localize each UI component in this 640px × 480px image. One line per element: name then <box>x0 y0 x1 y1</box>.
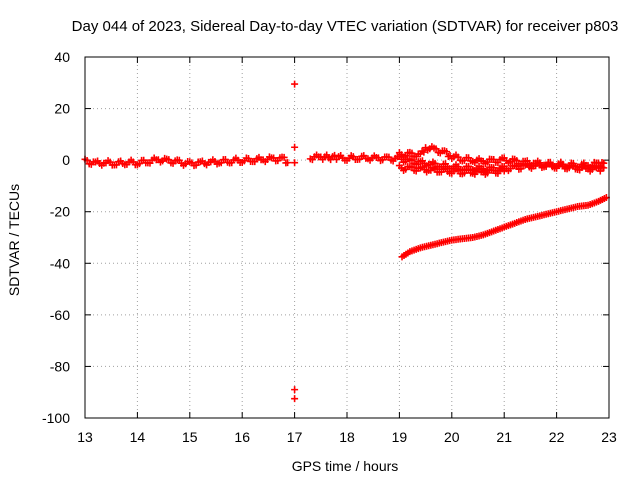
grid-lines <box>85 57 609 418</box>
data-point <box>331 151 339 159</box>
x-tick-label: 14 <box>130 429 146 445</box>
data-point <box>291 386 299 394</box>
chart-title: Day 044 of 2023, Sidereal Day-to-day VTE… <box>72 18 619 35</box>
data-point <box>284 159 292 167</box>
y-axis-label: SDTVAR / TECUs <box>6 184 22 296</box>
y-tick-label: -20 <box>50 204 70 220</box>
y-tick-label: 20 <box>54 101 70 117</box>
x-tick-label: 16 <box>234 429 250 445</box>
x-tick-label: 19 <box>392 429 408 445</box>
y-tick-label: 40 <box>54 49 70 65</box>
data-point <box>291 143 299 151</box>
tick-labels: 13 14 15 16 17 18 19 20 21 22 23 40 20 0 -20 -40 -60 -80 -… <box>42 49 617 445</box>
y-tick-label: 0 <box>62 152 70 168</box>
x-tick-label: 18 <box>339 429 355 445</box>
x-axis-label: GPS time / hours <box>292 458 399 474</box>
data-point <box>420 148 428 156</box>
y-tick-label: -40 <box>50 255 70 271</box>
series-lower-band <box>395 162 508 178</box>
data-point <box>291 80 299 88</box>
data-point <box>280 153 288 161</box>
x-tick-label: 13 <box>77 429 93 445</box>
x-tick-label: 20 <box>444 429 460 445</box>
data-points <box>81 80 610 403</box>
y-tick-label: -80 <box>50 358 70 374</box>
series-descending-trend <box>398 194 610 261</box>
x-tick-label: 22 <box>549 429 565 445</box>
y-tick-label: -60 <box>50 307 70 323</box>
data-point <box>600 159 608 167</box>
data-point <box>432 145 440 153</box>
x-tick-label: 21 <box>496 429 512 445</box>
x-tick-label: 15 <box>182 429 198 445</box>
data-point <box>443 148 451 156</box>
plot-frame <box>84 56 610 419</box>
y-tick-label: -100 <box>42 410 70 426</box>
data-point <box>500 167 508 175</box>
series-upper-branch <box>395 143 608 171</box>
x-tick-label: 23 <box>601 429 617 445</box>
data-point <box>291 159 299 167</box>
series-outliers <box>291 80 299 403</box>
data-point <box>291 395 299 403</box>
x-tick-label: 17 <box>287 429 303 445</box>
